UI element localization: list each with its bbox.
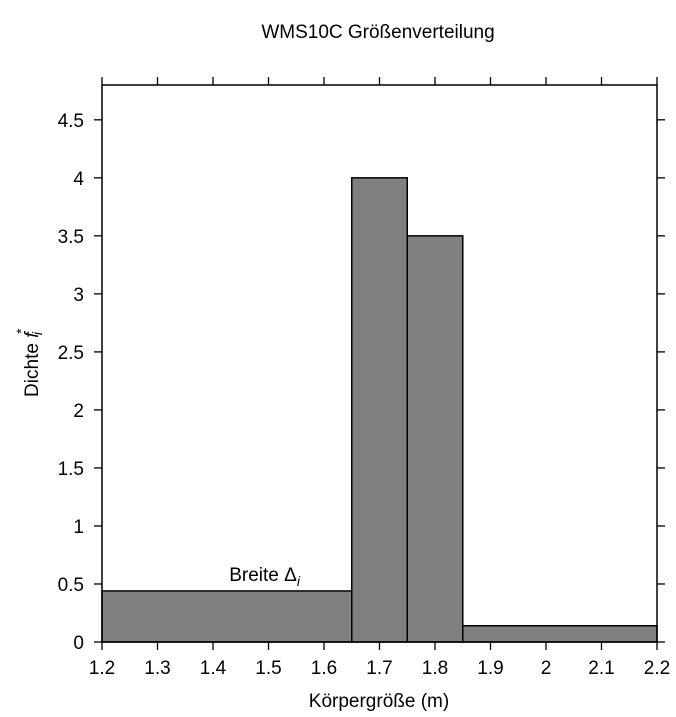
y-tick-label: 4.5 xyxy=(58,111,84,132)
y-tick-label: 2.5 xyxy=(58,343,84,364)
y-tick-label: 0 xyxy=(73,633,84,654)
y-tick-label: 1 xyxy=(73,517,84,538)
histogram-bar-1 xyxy=(101,590,353,643)
y-tick-label: 1.5 xyxy=(58,459,84,480)
x-tick-label: 2.2 xyxy=(644,658,670,679)
y-tick-label: 2 xyxy=(73,401,84,422)
x-tick-label: 1.3 xyxy=(144,658,170,679)
x-tick-label: 1.4 xyxy=(200,658,227,679)
y-tick-label: 3.5 xyxy=(58,227,84,248)
width-annotation: Breite Δi xyxy=(229,565,301,589)
y-tick-label: 3 xyxy=(73,285,84,306)
histogram-bar-3 xyxy=(406,235,464,643)
x-tick-label: 1.5 xyxy=(255,658,281,679)
y-axis-label: Dichte f*i xyxy=(13,329,45,397)
y-tick-label: 4 xyxy=(73,169,84,190)
chart-title: WMS10C Größenverteilung xyxy=(261,22,494,43)
x-tick-label: 2 xyxy=(541,658,552,679)
y-tick-label: 0.5 xyxy=(58,575,84,596)
histogram-bar-2 xyxy=(351,177,408,643)
x-tick-label: 1.6 xyxy=(311,658,337,679)
x-tick-label: 1.7 xyxy=(366,658,392,679)
x-tick-label: 1.2 xyxy=(89,658,115,679)
x-tick-label: 2.1 xyxy=(588,658,614,679)
histogram-bar-4 xyxy=(462,625,658,643)
x-axis-label: Körpergröße (m) xyxy=(309,691,449,712)
x-tick-label: 1.8 xyxy=(422,658,448,679)
bars-group xyxy=(101,177,658,643)
x-tick-label: 1.9 xyxy=(477,658,503,679)
ticks-group: 1.2 1.3 1.4 1.5 1.6 1.7 1.8 1.9 2 2.1 2.2 0 0.5 1 1.5 2… xyxy=(58,77,670,679)
